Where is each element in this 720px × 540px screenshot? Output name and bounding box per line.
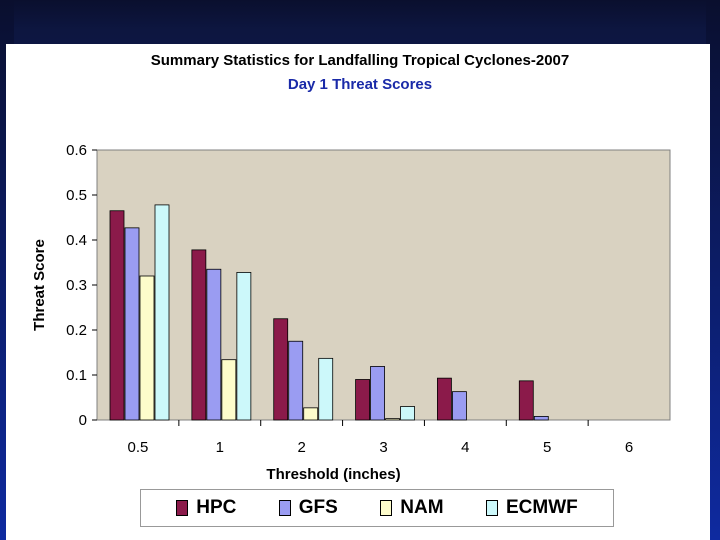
bar-ecmwf-0.5 — [154, 204, 170, 421]
legend: HPC GFS NAM ECMWF — [140, 489, 614, 527]
bar-hpc-4 — [437, 377, 452, 421]
legend-label-ecmwf: ECMWF — [506, 497, 578, 518]
legend-label-nam: NAM — [400, 497, 444, 518]
y-tick-label: 0.3 — [66, 277, 87, 294]
bar-gfs-3 — [370, 366, 385, 421]
bar-gfs-0.5 — [124, 227, 140, 421]
legend-swatch-nam — [380, 500, 393, 516]
x-tick-label: 2 — [297, 439, 305, 456]
chart-subtitle: Day 1 Threat Scores — [287, 76, 433, 93]
bar-ecmwf-1 — [236, 271, 252, 421]
x-tick-label: 0.5 — [127, 439, 148, 456]
x-tick-label: 6 — [625, 439, 633, 456]
x-tick-label: 4 — [461, 439, 469, 456]
bar-nam-3 — [385, 418, 400, 421]
x-tick-label: 1 — [216, 439, 224, 456]
legend-label-hpc: HPC — [196, 497, 237, 518]
bar-nam-1 — [221, 359, 237, 421]
bar-gfs-5 — [533, 415, 549, 421]
y-tick-label: 0.6 — [66, 142, 87, 159]
bar-ecmwf-3 — [400, 406, 415, 421]
x-tick-label: 3 — [379, 439, 387, 456]
bar-hpc-0.5 — [109, 210, 125, 421]
bar-nam-0.5 — [139, 275, 155, 421]
legend-swatch-gfs — [278, 500, 291, 516]
y-tick-label: 0 — [79, 412, 87, 429]
legend-item-ecmwf: ECMWF — [486, 497, 578, 519]
tick-layer: 0 0.1 0.2 0.3 0.4 0.5 0.6 0.5 1 2 3 4 5 6 — [66, 142, 633, 456]
chart-title: Summary Statistics for Landfalling Tropi… — [150, 52, 570, 69]
y-tick-label: 0.5 — [66, 187, 87, 204]
legend-label-gfs: GFS — [298, 497, 338, 518]
bar-gfs-1 — [206, 268, 222, 421]
legend-item-hpc: HPC — [176, 497, 236, 519]
legend-swatch-hpc — [176, 500, 189, 516]
bar-hpc-2 — [273, 318, 289, 421]
bar-gfs-4 — [452, 391, 467, 421]
y-tick-label: 0.1 — [66, 367, 87, 384]
x-axis-label: Threshold (inches) — [266, 466, 400, 483]
y-tick-label: 0.2 — [66, 322, 87, 339]
bar-hpc-3 — [355, 379, 370, 421]
legend-item-nam: NAM — [380, 497, 444, 519]
legend-item-gfs: GFS — [278, 497, 338, 519]
legend-swatch-ecmwf — [486, 500, 498, 516]
bar-gfs-2 — [288, 340, 304, 421]
y-axis-label: Threat Score — [31, 239, 48, 331]
bar-layer — [109, 204, 549, 421]
bar-ecmwf-2 — [318, 357, 334, 421]
bar-hpc-5 — [518, 380, 534, 421]
y-tick-label: 0.4 — [66, 232, 87, 249]
bar-hpc-1 — [191, 249, 207, 421]
x-tick-label: 5 — [543, 439, 551, 456]
bar-nam-2 — [303, 407, 319, 421]
